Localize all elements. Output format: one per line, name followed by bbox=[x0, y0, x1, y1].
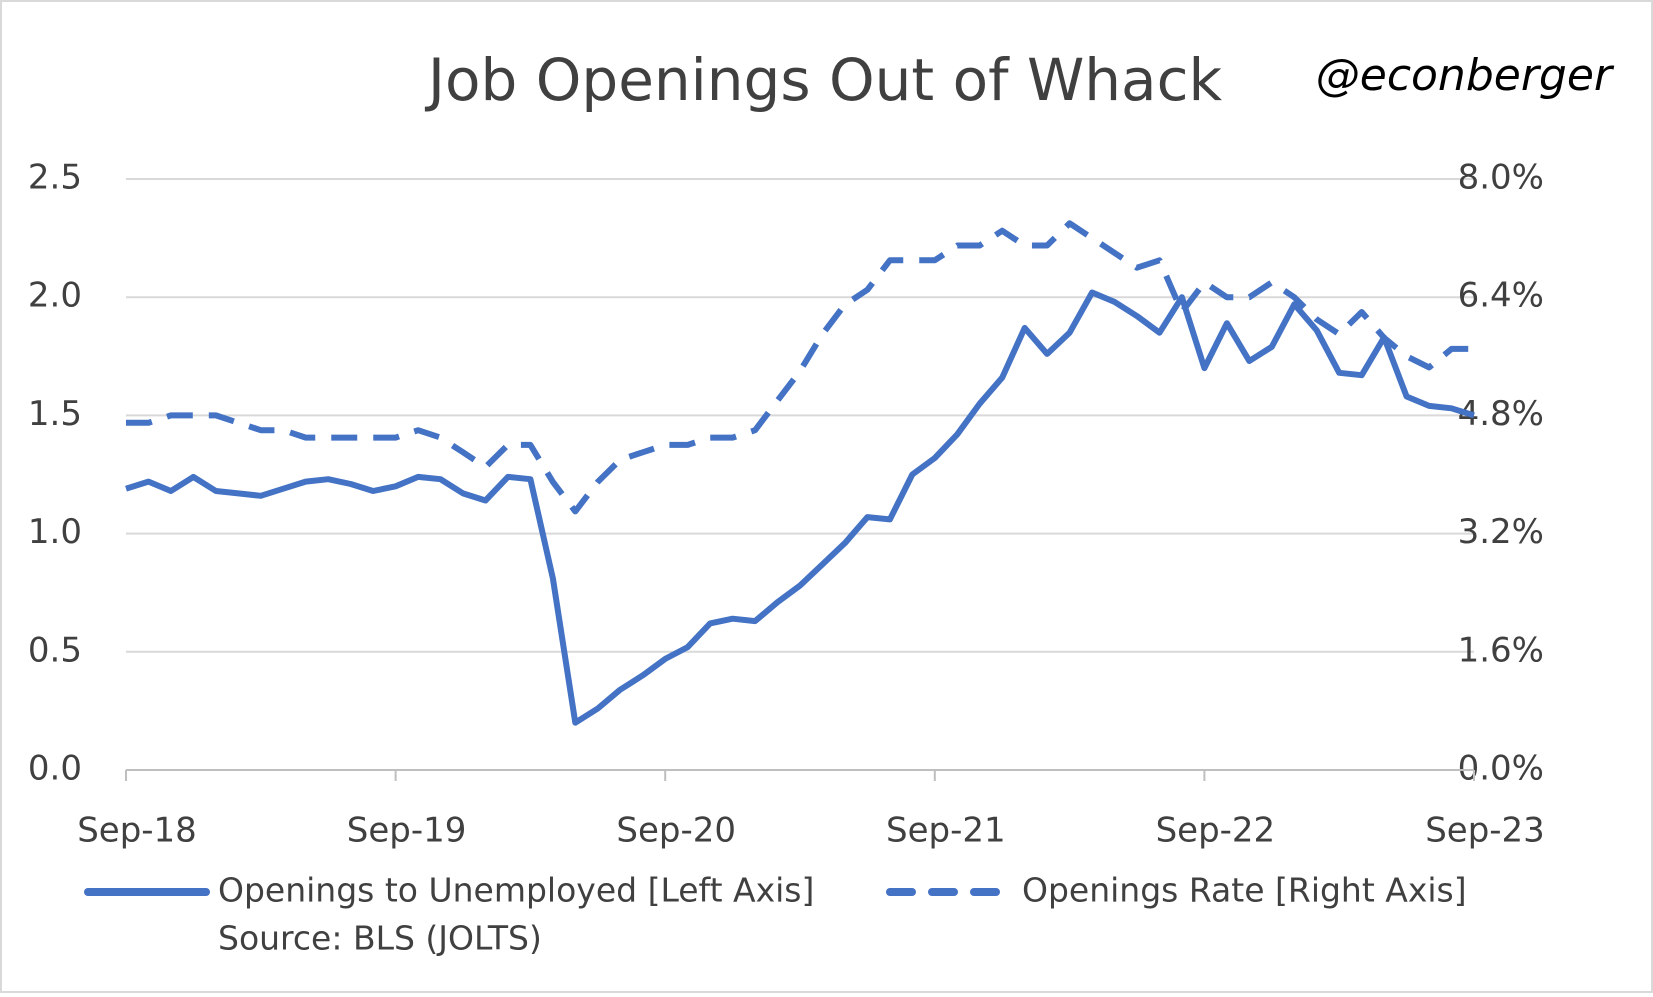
series-line bbox=[126, 220, 1474, 515]
series-line bbox=[125, 289, 1475, 726]
legend-label: Openings Rate [Right Axis] bbox=[1022, 871, 1467, 910]
y-tick-label: 1.5 bbox=[28, 394, 82, 434]
legend-label: Openings to Unemployed [Left Axis] bbox=[218, 871, 814, 910]
author-handle: @econberger bbox=[1316, 50, 1615, 101]
x-tick-label: Sep-22 bbox=[1156, 811, 1276, 851]
source-note: Source: BLS (JOLTS) bbox=[218, 919, 542, 958]
y2-tick-label: 1.6% bbox=[1458, 630, 1544, 670]
x-tick-label: Sep-20 bbox=[616, 811, 736, 851]
x-tick-label: Sep-18 bbox=[77, 811, 197, 851]
x-tick-label: Sep-21 bbox=[886, 811, 1006, 851]
y-tick-label: 2.5 bbox=[28, 158, 82, 198]
y-tick-label: 2.0 bbox=[28, 276, 82, 316]
y2-tick-label: 3.2% bbox=[1458, 512, 1544, 552]
y2-tick-label: 8.0% bbox=[1458, 158, 1544, 198]
y-tick-label: 0.0 bbox=[28, 749, 82, 789]
x-tick-label: Sep-19 bbox=[347, 811, 467, 851]
y-tick-label: 1.0 bbox=[28, 512, 82, 552]
chart-title: Job Openings Out of Whack bbox=[425, 46, 1223, 114]
y2-tick-label: 6.4% bbox=[1458, 276, 1544, 316]
y2-tick-label: 0.0% bbox=[1458, 749, 1544, 789]
y-tick-label: 0.5 bbox=[28, 630, 82, 670]
x-tick-label: Sep-23 bbox=[1425, 811, 1545, 851]
